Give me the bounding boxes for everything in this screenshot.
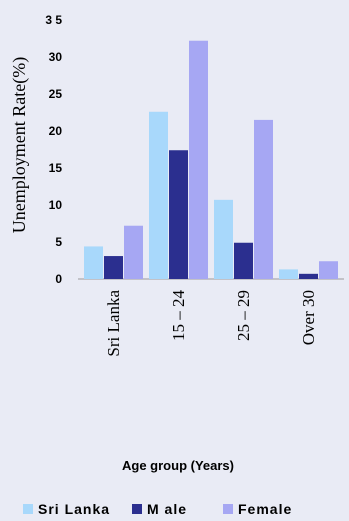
bar [214, 199, 233, 279]
legend-swatch [132, 504, 142, 514]
bar [319, 261, 338, 279]
y-tick-label: 20 [49, 124, 63, 138]
category-label: Over 30 [299, 290, 318, 345]
category-label: Sri Lanka [104, 290, 123, 357]
y-tick-label: 30 [49, 50, 63, 64]
x-axis-label: Age group (Years) [122, 458, 234, 473]
bar [189, 40, 208, 279]
y-axis-ticks: 0 5 10 15 20 25 30 3 5 [45, 13, 62, 286]
bar [169, 150, 188, 279]
y-tick-label: 0 [55, 272, 62, 286]
bars [84, 40, 338, 280]
bar [104, 256, 123, 279]
y-tick-label: 3 5 [45, 13, 62, 27]
legend-label: Sri Lanka [38, 501, 110, 517]
bar [84, 246, 103, 279]
y-tick-label: 10 [49, 198, 63, 212]
legend-label: M ale [147, 501, 187, 517]
legend: Sri Lanka M ale Female [23, 501, 292, 517]
legend-label: Female [238, 501, 292, 517]
bar [149, 111, 168, 279]
bar [124, 225, 143, 279]
bar [254, 119, 273, 280]
legend-swatch [223, 504, 233, 514]
category-label: 15 – 24 [169, 290, 188, 342]
y-tick-label: 25 [49, 87, 63, 101]
bar [279, 269, 298, 279]
y-axis-label: Unemployment Rate(%) [9, 57, 30, 233]
legend-swatch [23, 504, 33, 514]
category-labels: Sri Lanka 15 – 24 25 – 29 Over 30 [104, 290, 318, 357]
bar [299, 273, 318, 279]
bar [234, 242, 253, 279]
y-tick-label: 5 [55, 235, 62, 249]
y-tick-label: 15 [49, 161, 63, 175]
category-label: 25 – 29 [234, 290, 253, 341]
